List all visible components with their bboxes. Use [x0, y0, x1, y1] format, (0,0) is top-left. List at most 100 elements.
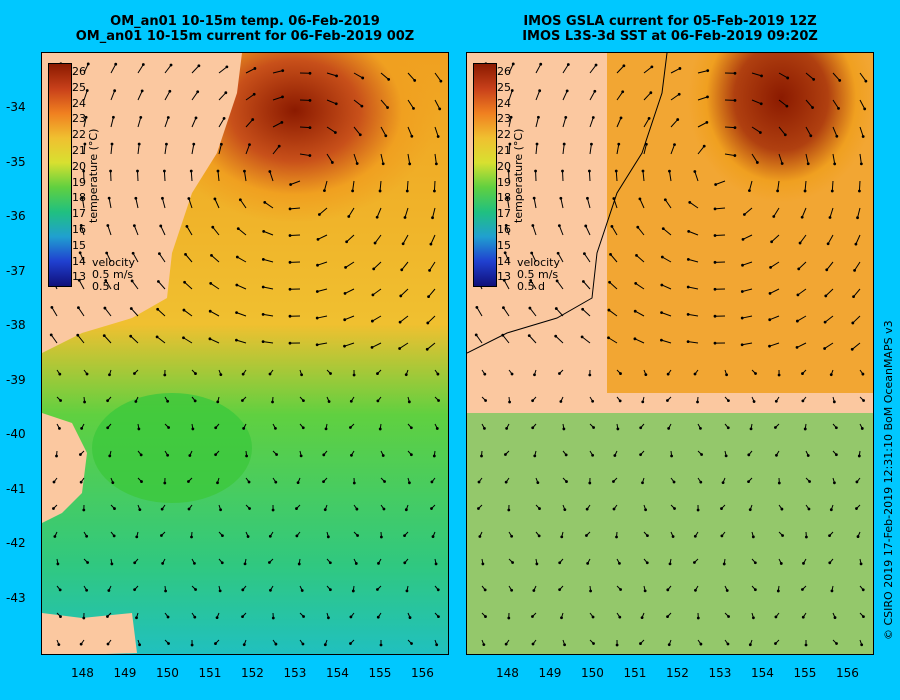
current-arrow-head: [823, 347, 827, 350]
current-arrow-head: [610, 224, 614, 228]
current-arrow-head: [777, 481, 781, 485]
velocity-label: velocity: [517, 256, 560, 269]
current-arrow-head: [328, 588, 332, 592]
latitude-tick: -39: [6, 372, 26, 387]
current-arrow-head: [78, 251, 82, 255]
current-arrow-head: [308, 126, 312, 130]
current-arrow-head: [106, 642, 110, 646]
current-arrow: [243, 171, 247, 182]
current-arrow-head: [222, 116, 226, 120]
current-arrow-head: [166, 116, 170, 119]
current-arrow-head: [594, 63, 598, 67]
current-arrow-head: [351, 189, 355, 193]
current-arrow: [434, 126, 439, 137]
current-arrow-head: [131, 251, 135, 255]
current-arrow-head: [261, 257, 265, 261]
current-arrow-head: [804, 535, 808, 539]
current-arrow-head: [243, 169, 246, 173]
current-arrow-head: [581, 307, 585, 311]
current-arrow-head: [748, 508, 752, 512]
left-title-line2: OM_an01 10-15m current for 06-Feb-2019 0…: [75, 29, 415, 44]
current-arrow-head: [678, 67, 682, 70]
current-arrow-head: [693, 561, 696, 564]
latitude-tick: -34: [6, 100, 26, 114]
current-arrow: [532, 225, 537, 236]
current-arrow-head: [619, 372, 622, 375]
current-arrow-head: [636, 225, 640, 229]
velocity-label: velocity: [92, 256, 135, 269]
current-arrow: [859, 72, 867, 82]
current-arrow-head: [483, 426, 486, 430]
current-arrow-head: [274, 642, 278, 646]
current-arrow-head: [156, 280, 160, 283]
current-arrow-head: [825, 268, 829, 272]
current-arrow-head: [281, 69, 285, 73]
current-arrow-head: [134, 400, 138, 403]
current-arrow-head: [330, 161, 334, 164]
current-arrow-head: [688, 200, 692, 204]
current-arrow-head: [57, 643, 61, 647]
current-arrow-head: [862, 399, 865, 402]
current-arrow: [164, 117, 169, 128]
current-arrow-head: [713, 234, 717, 237]
current-arrow: [183, 309, 193, 317]
current-arrow: [827, 234, 834, 244]
current-arrow-head: [693, 534, 697, 538]
current-arrow-head: [647, 116, 651, 120]
current-arrow-head: [334, 102, 338, 106]
current-arrow-head: [511, 561, 514, 564]
current-arrow-head: [585, 534, 588, 537]
current-arrow-head: [830, 189, 834, 193]
current-arrow-head: [646, 534, 649, 538]
colorbar-tick: 25: [497, 80, 511, 94]
current-arrow-head: [563, 508, 567, 512]
current-arrow: [346, 234, 355, 243]
current-arrow-head: [811, 106, 814, 109]
current-arrow: [805, 153, 809, 164]
current-arrow-head: [587, 169, 591, 173]
current-arrow-head: [634, 282, 638, 285]
current-arrow: [798, 261, 807, 270]
current-arrow-head: [621, 90, 625, 94]
current-arrow-head: [162, 169, 166, 173]
current-arrow-head: [747, 480, 750, 484]
current-arrow: [581, 336, 591, 344]
current-arrow: [402, 234, 409, 244]
current-arrow: [697, 70, 708, 74]
current-arrow-head: [749, 427, 753, 431]
current-arrow-head: [261, 340, 265, 344]
current-arrow: [432, 207, 436, 218]
current-arrow-head: [372, 267, 376, 271]
current-arrow-head: [615, 643, 619, 647]
longitude-tick: 149: [113, 666, 137, 680]
current-arrow-head: [210, 254, 213, 257]
current-arrow: [429, 261, 436, 271]
current-arrow: [218, 118, 225, 128]
current-arrow-head: [660, 311, 663, 315]
current-arrow-head: [168, 89, 172, 93]
current-arrow: [326, 99, 337, 105]
current-arrow-head: [241, 399, 244, 402]
current-arrow: [694, 171, 699, 182]
velocity-legend-right: velocity 0.5 m/s 0.5 d: [517, 257, 560, 293]
current-arrow-head: [137, 427, 141, 431]
current-arrow: [697, 145, 705, 155]
current-arrow: [857, 207, 861, 218]
current-arrow: [379, 180, 382, 192]
current-arrow: [643, 118, 650, 128]
current-arrow: [697, 96, 708, 101]
current-arrow: [859, 153, 862, 164]
current-arrow-head: [511, 62, 515, 66]
current-arrow-head: [673, 507, 676, 510]
current-arrow-head: [618, 615, 622, 619]
current-arrow: [353, 126, 361, 136]
current-arrow-head: [693, 170, 697, 173]
current-arrow-head: [775, 453, 778, 457]
left-title-line1: OM_an01 10-15m temp. 06-Feb-2019: [110, 14, 380, 29]
current-arrow: [317, 342, 328, 346]
current-arrow: [263, 341, 274, 344]
current-arrow-head: [686, 257, 690, 261]
colorbar-tick: 14: [497, 254, 511, 268]
current-arrow: [212, 226, 220, 236]
current-arrow-head: [741, 263, 744, 267]
